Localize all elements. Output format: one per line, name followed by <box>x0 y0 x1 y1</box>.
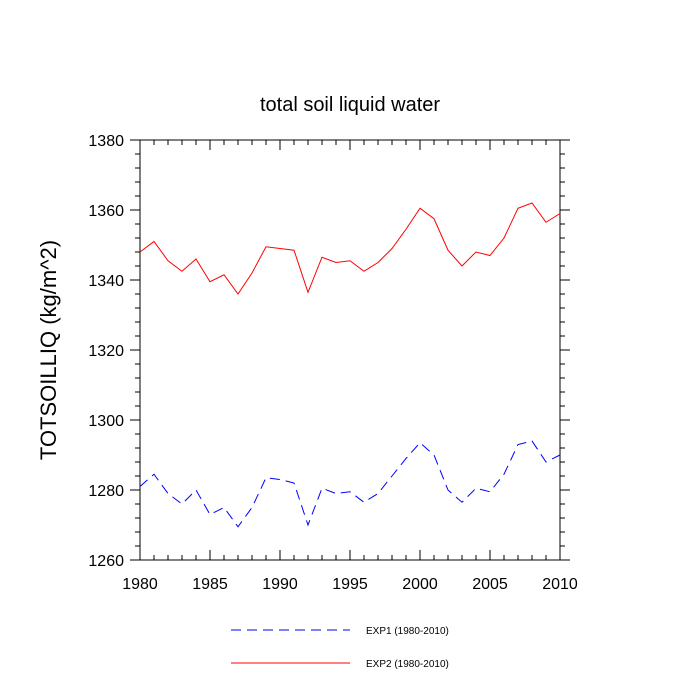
x-tick-label: 1985 <box>192 576 228 593</box>
y-tick-label: 1280 <box>88 483 124 500</box>
legend-label-2: EXP2 (1980-2010) <box>366 659 449 670</box>
y-tick-label: 1320 <box>88 343 124 360</box>
series-line-1 <box>139 440 561 528</box>
y-tick-label: 1340 <box>88 273 124 290</box>
axis-ticks <box>130 139 570 561</box>
axis-tick-labels: 1980 1985 1990 1995 2000 2005 2010 1260 1280 1300… <box>88 133 577 593</box>
y-tick-label: 1260 <box>88 553 124 570</box>
legend-label-1: EXP1 (1980-2010) <box>366 626 449 637</box>
series-layer <box>139 202 561 528</box>
x-tick-label: 1980 <box>122 576 158 593</box>
x-tick-label: 1995 <box>332 576 368 593</box>
x-tick-label: 2005 <box>472 576 508 593</box>
x-tick-label: 1990 <box>262 576 298 593</box>
y-tick-label: 1380 <box>88 133 124 150</box>
series-line-2 <box>139 202 561 295</box>
y-axis-label: TOTSOILLIQ (kg/m^2) <box>36 240 61 460</box>
y-tick-label: 1300 <box>88 413 124 430</box>
x-tick-label: 2010 <box>542 576 578 593</box>
chart-title: total soil liquid water <box>260 94 440 116</box>
y-tick-label: 1360 <box>88 203 124 220</box>
x-tick-label: 2000 <box>402 576 438 593</box>
legend: EXP1 (1980-2010) EXP2 (1980-2010) <box>231 626 449 670</box>
